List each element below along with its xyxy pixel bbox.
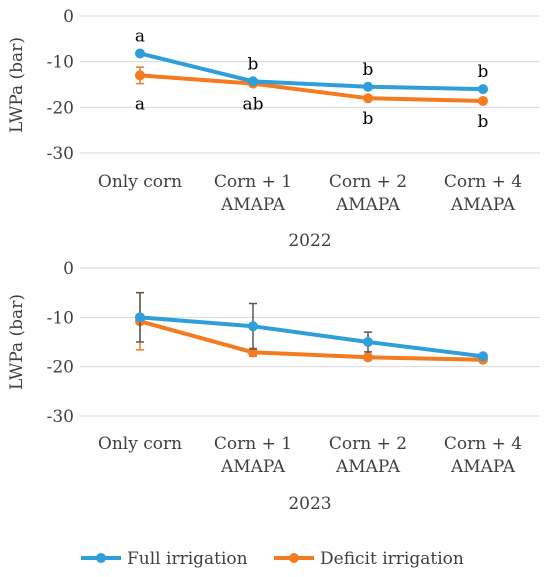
legend: Full irrigation Deficit irrigation — [81, 549, 464, 569]
significance-letter-deficit-irrigation: a — [135, 95, 145, 115]
y-axis-title: LWPa (bar) — [7, 37, 27, 133]
data-point-deficit-irrigation — [135, 70, 145, 81]
significance-letter-deficit-irrigation: b — [478, 112, 489, 132]
legend-marker-full-irrigation — [96, 553, 106, 563]
significance-letter-deficit-irrigation: ab — [242, 95, 263, 115]
y-tick-label: -10 — [47, 53, 74, 73]
x-tick-label: Corn + 2 AMAPA — [329, 172, 407, 215]
series-line-deficit-irrigation — [139, 319, 484, 362]
data-point-full-irrigation — [248, 321, 258, 332]
series-line-deficit-irrigation — [139, 73, 484, 103]
series-line-full-irrigation — [139, 315, 484, 359]
x-axis-title: 2023 — [288, 494, 331, 514]
data-point-full-irrigation — [363, 337, 373, 347]
data-point-deficit-irrigation — [478, 95, 488, 106]
significance-letter-full-irrigation: b — [363, 60, 374, 80]
x-tick-label: Corn + 1 AMAPA — [214, 434, 292, 477]
chart-panel-2023: 0 -10 -20 -30 LWPa (bar) Only corn Corn + 1 AMA… — [7, 259, 540, 514]
x-tick-label: Corn + 4 AMAPA — [444, 172, 522, 215]
y-tick-label: -20 — [47, 98, 74, 118]
x-tick-label: Corn + 4 AMAPA — [444, 434, 522, 477]
data-point-full-irrigation — [135, 48, 145, 59]
x-tick-label: Corn + 1 AMAPA — [214, 172, 292, 215]
data-point-deficit-irrigation — [363, 93, 373, 104]
y-tick-label: -30 — [47, 407, 74, 427]
x-tick-label: Only corn — [98, 172, 182, 192]
data-point-full-irrigation — [248, 76, 258, 87]
data-point-deficit-irrigation — [248, 347, 258, 358]
y-tick-label: -10 — [47, 308, 74, 328]
series-line-full-irrigation — [139, 51, 484, 92]
x-tick-label: Corn + 2 AMAPA — [329, 434, 407, 477]
y-tick-label: -20 — [47, 358, 74, 378]
y-tick-label: 0 — [63, 259, 74, 279]
data-point-full-irrigation — [135, 312, 145, 323]
x-axis-title: 2022 — [288, 231, 331, 251]
legend-marker-deficit-irrigation — [289, 553, 299, 563]
y-tick-label: -30 — [47, 144, 74, 164]
significance-letter-deficit-irrigation: b — [363, 109, 374, 129]
data-point-full-irrigation — [363, 81, 373, 92]
data-point-full-irrigation — [478, 84, 488, 95]
data-point-full-irrigation — [478, 351, 488, 362]
significance-letter-full-irrigation: b — [478, 62, 489, 82]
chart-panel-2022: 0 -10 -20 -30 LWPa (bar) Only corn Corn + 1 AMA… — [7, 7, 540, 251]
data-point-deficit-irrigation — [363, 352, 373, 363]
significance-letter-full-irrigation: a — [135, 26, 145, 46]
legend-label-deficit-irrigation: Deficit irrigation — [320, 549, 464, 569]
legend-label-full-irrigation: Full irrigation — [127, 549, 248, 569]
y-axis-title: LWPa (bar) — [7, 294, 27, 390]
significance-letter-full-irrigation: b — [248, 54, 259, 74]
y-tick-label: 0 — [63, 7, 74, 27]
x-tick-label: Only corn — [98, 434, 182, 454]
